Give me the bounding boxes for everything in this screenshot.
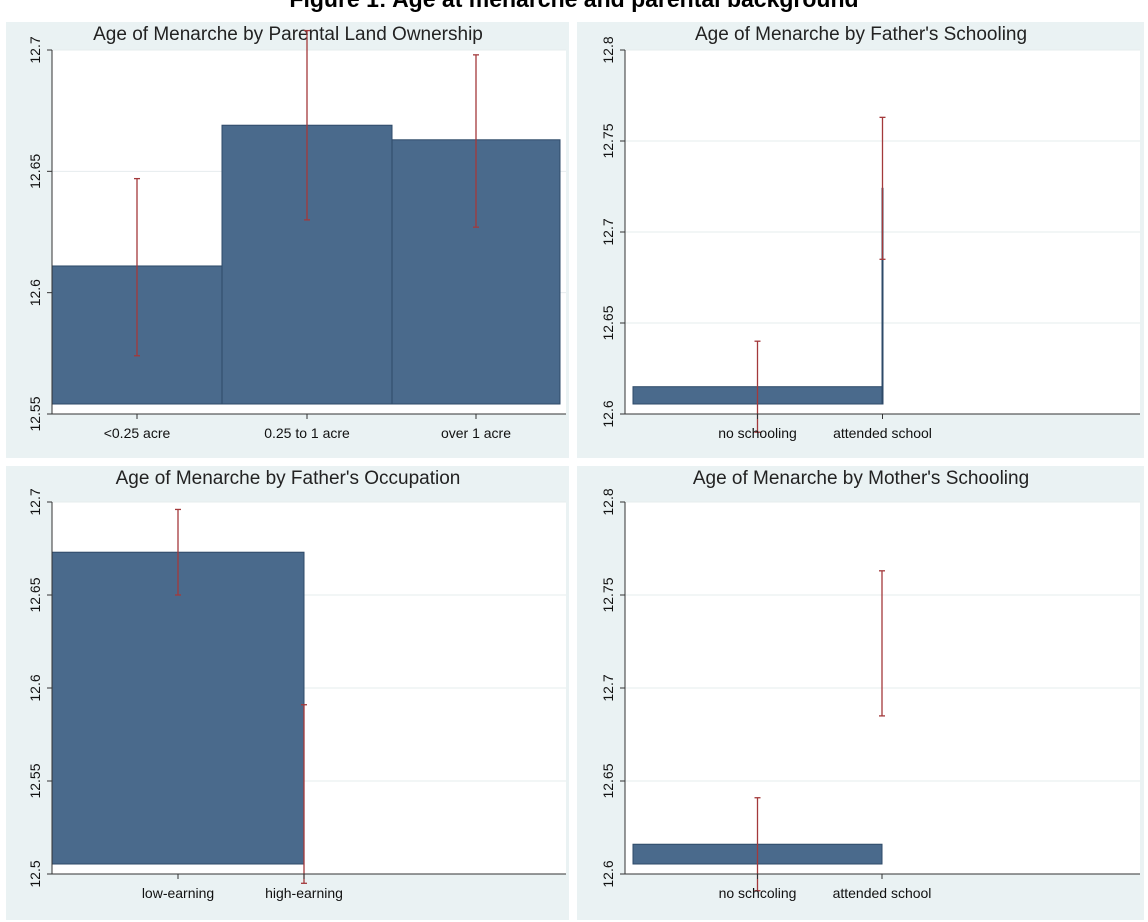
- y-tick-label: 12.6: [600, 400, 616, 427]
- bar: [51, 551, 305, 865]
- chart-title: Age of Menarche by Mother's Schooling: [693, 468, 1029, 489]
- y-tick-label: 12.65: [600, 763, 616, 798]
- y-tick-label: 12.65: [600, 305, 616, 340]
- x-category-label: <0.25 acre: [104, 425, 171, 441]
- x-category-label: attended school: [833, 425, 932, 441]
- y-tick-label: 12.75: [600, 577, 616, 612]
- y-tick-label: 12.6: [27, 279, 43, 306]
- y-tick-label: 12.6: [27, 674, 43, 701]
- x-category-label: no schooling: [718, 425, 797, 441]
- y-tick-label: 12.7: [600, 674, 616, 701]
- y-tick-label: 12.7: [27, 488, 43, 515]
- y-tick-label: 12.6: [600, 860, 616, 887]
- y-tick-label: 12.55: [27, 396, 43, 431]
- x-category-label: 0.25 to 1 acre: [264, 425, 350, 441]
- chart-mother-schooling: Age of Menarche by Mother's Schooling 12.…: [600, 468, 1140, 901]
- chart-title: Age of Menarche by Parental Land Ownersh…: [93, 24, 483, 45]
- y-tick-label: 12.65: [27, 154, 43, 189]
- x-category-label: over 1 acre: [441, 425, 511, 441]
- y-tick-label: 12.8: [600, 36, 616, 63]
- y-tick-label: 12.5: [27, 860, 43, 887]
- x-category-label: low-earning: [142, 885, 214, 901]
- figure-title: Figure 1: Age at menarche and parental b…: [0, 0, 1148, 13]
- chart-panel-father-schooling: Age of Menarche by Father's Schooling 12.…: [577, 22, 1144, 458]
- x-category-label: attended school: [833, 885, 932, 901]
- chart-title: Age of Menarche by Father's Schooling: [695, 24, 1027, 45]
- y-tick-label: 12.65: [27, 577, 43, 612]
- chart-title: Age of Menarche by Father's Occupation: [116, 468, 461, 489]
- y-tick-label: 12.7: [600, 218, 616, 245]
- chart-panel-land-ownership: Age of Menarche by Parental Land Ownersh…: [6, 22, 569, 458]
- chart-land-ownership: Age of Menarche by Parental Land Ownersh…: [27, 24, 566, 441]
- x-category-label: no schcoling: [719, 885, 797, 901]
- chart-father-occupation: Age of Menarche by Father's Occupation 12…: [27, 468, 566, 901]
- y-tick-label: 12.8: [600, 488, 616, 515]
- chart-father-schooling: Age of Menarche by Father's Schooling 12.…: [600, 24, 1140, 441]
- y-tick-label: 12.75: [600, 123, 616, 158]
- chart-panel-father-occupation: Age of Menarche by Father's Occupation 12…: [6, 466, 569, 920]
- y-tick-label: 12.55: [27, 763, 43, 798]
- chart-panel-mother-schooling: Age of Menarche by Mother's Schooling 12.…: [577, 466, 1144, 920]
- x-category-label: high-earning: [265, 885, 343, 901]
- y-tick-label: 12.7: [27, 36, 43, 63]
